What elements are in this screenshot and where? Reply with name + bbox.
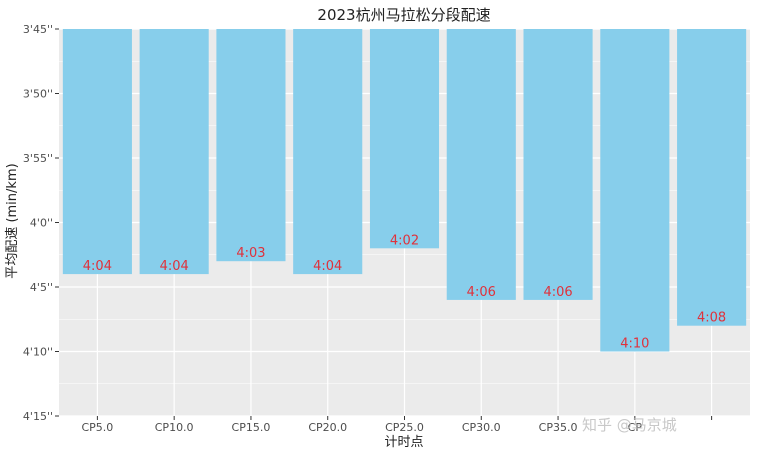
x-tick-label: CP5.0 (81, 421, 113, 434)
bar-CP30.0 (446, 29, 516, 300)
bar-CP5.0 (62, 29, 132, 275)
bar-CP35.0 (523, 29, 593, 300)
bar-value-label: 4:04 (160, 259, 189, 274)
bar-CP40.0 (600, 29, 670, 352)
y-axis: 3'45'' 3'50'' 3'55'' 4'0'' 4'5'' 4'10'' 4'15'' (23, 23, 59, 423)
bar-CP10.0 (139, 29, 209, 275)
chart-title: 2023杭州马拉松分段配速 (317, 6, 490, 24)
x-tick-label: CP (628, 421, 643, 434)
bars (62, 29, 747, 352)
x-tick-label: CP15.0 (232, 421, 271, 434)
bar-CP25.0 (369, 29, 440, 249)
bar-value-label: 4:06 (543, 285, 572, 300)
y-tick-label: 3'50'' (23, 88, 53, 101)
x-tick-label: CP35.0 (539, 421, 578, 434)
bar-value-label: 4:08 (697, 311, 726, 326)
x-tick-label: CP10.0 (155, 421, 194, 434)
y-tick-label: 3'45'' (23, 23, 53, 36)
x-tick-label: CP25.0 (385, 421, 424, 434)
bar-value-label: 4:10 (620, 337, 649, 352)
y-tick-label: 4'0'' (30, 217, 53, 230)
bar-CP20.0 (293, 29, 363, 275)
bar-CP42.195 (677, 29, 747, 326)
y-tick-label: 4'15'' (23, 410, 53, 423)
bar-value-label: 4:03 (236, 246, 265, 261)
y-tick-label: 4'10'' (23, 346, 53, 359)
data-labels: 4:04 4:04 4:03 4:04 4:02 4:06 4:06 4:10 4:08 (83, 233, 726, 351)
bar-value-label: 4:02 (390, 233, 419, 248)
x-tick-label: CP20.0 (308, 421, 347, 434)
x-axis-title: 计时点 (384, 435, 423, 450)
bar-value-label: 4:04 (313, 259, 342, 274)
bar-CP15.0 (216, 29, 286, 262)
bar-value-label: 4:04 (83, 259, 112, 274)
x-tick-label: CP30.0 (462, 421, 501, 434)
y-axis-title: 平均配速 (min/km) (5, 163, 20, 278)
watermark: 知乎 @马京城 (582, 416, 677, 434)
y-tick-label: 4'5'' (30, 281, 53, 294)
y-tick-label: 3'55'' (23, 152, 53, 165)
bar-value-label: 4:06 (467, 285, 496, 300)
x-axis: CP5.0 CP10.0 CP15.0 CP20.0 CP25.0 CP30.0 CP35.… (81, 416, 713, 434)
